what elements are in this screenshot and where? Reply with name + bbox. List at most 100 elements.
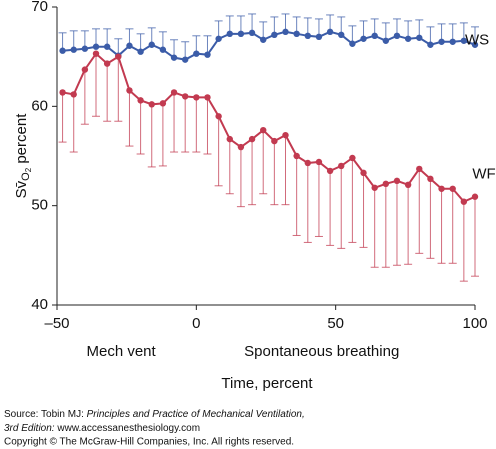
data-point (260, 36, 267, 43)
data-point (81, 66, 89, 73)
data-point (393, 177, 401, 185)
data-point (70, 91, 77, 98)
source-text: www.accessanesthesiology.com (56, 423, 200, 434)
data-point (237, 30, 245, 38)
data-point (126, 87, 133, 94)
series-line (62, 52, 476, 203)
y-label-subsub: 2 (24, 167, 33, 172)
data-point (293, 152, 300, 160)
data-point (404, 181, 412, 189)
y-tick-label: 50 (31, 197, 48, 214)
data-point (193, 50, 200, 57)
data-point (315, 33, 323, 40)
data-point (360, 35, 367, 42)
data-point (293, 30, 300, 38)
data-point (204, 94, 211, 101)
y-label-part: percent (13, 113, 30, 168)
copyright: Copyright © The McGraw-Hill Companies, I… (4, 437, 294, 448)
data-point (427, 175, 434, 183)
data-point (204, 51, 211, 58)
data-point (148, 41, 155, 48)
data-point (338, 162, 345, 170)
source-text: Principles and Practice of Mechanical Ve… (87, 409, 305, 420)
data-point (471, 41, 479, 48)
series-line (62, 30, 476, 61)
data-point (193, 94, 200, 101)
data-point (181, 56, 189, 63)
data-point (59, 47, 66, 54)
data-point (460, 37, 468, 44)
data-point (449, 185, 456, 192)
data-point (81, 45, 89, 52)
source-line: 3rd Edition: www.accessanesthesiology.co… (4, 423, 200, 434)
annotation: Mech vent (86, 343, 156, 360)
y-axis-label: Sv̄O2 percent (13, 113, 33, 199)
data-point (159, 46, 167, 53)
data-point (170, 54, 178, 61)
data-point (70, 46, 77, 53)
x-tick-label: 100 (462, 315, 487, 332)
data-point (103, 60, 111, 67)
series-label: WF (472, 166, 495, 183)
source-text: Source: Tobin MJ: (4, 409, 87, 420)
y-label-part: Sv̄ (13, 180, 30, 198)
data-point (248, 135, 256, 143)
data-point (393, 32, 401, 40)
data-point (282, 131, 289, 139)
data-point (304, 32, 311, 40)
data-point (271, 137, 278, 145)
data-point (404, 35, 412, 42)
x-tick-label: 0 (192, 315, 200, 332)
data-point (304, 159, 311, 167)
data-point (170, 89, 178, 96)
x-axis-label: Time, percent (221, 375, 313, 392)
data-point (137, 97, 144, 104)
y-label-sub: O (20, 172, 32, 181)
source-text: 3rd Edition: (4, 423, 57, 434)
data-point (181, 93, 189, 100)
data-point (371, 32, 378, 40)
data-point (438, 185, 445, 192)
data-point (471, 193, 479, 200)
data-point (92, 50, 100, 57)
data-point (126, 42, 133, 49)
data-point (115, 53, 122, 60)
data-point (215, 113, 222, 120)
data-point (215, 35, 222, 42)
data-point (237, 143, 245, 151)
data-point (282, 28, 289, 36)
x-tick-label: 50 (327, 315, 344, 332)
data-point (248, 29, 256, 37)
data-point (338, 31, 345, 39)
data-point (326, 167, 334, 175)
data-point (416, 34, 423, 41)
data-point (103, 43, 111, 50)
data-point (59, 89, 66, 96)
data-point (326, 28, 334, 36)
data-point (360, 169, 367, 177)
data-point (159, 100, 167, 107)
y-tick-label: 40 (31, 296, 48, 313)
data-point (449, 38, 456, 45)
data-point (148, 101, 155, 108)
data-point (226, 135, 233, 143)
y-tick-label: 60 (31, 97, 48, 114)
data-point (382, 37, 390, 44)
data-point (260, 126, 267, 134)
data-point (349, 40, 356, 47)
data-point (427, 41, 434, 48)
data-point (92, 43, 100, 50)
annotation: Spontaneous breathing (244, 343, 399, 360)
source-line: Source: Tobin MJ: Principles and Practic… (4, 409, 305, 420)
data-point (137, 48, 144, 55)
data-point (315, 158, 323, 166)
data-point (416, 165, 423, 173)
data-point (438, 38, 445, 45)
data-point (382, 180, 390, 188)
data-point (226, 30, 233, 38)
data-point (271, 31, 278, 39)
y-tick-label: 70 (31, 0, 48, 15)
x-tick-label: –50 (44, 315, 69, 332)
data-point (460, 198, 468, 205)
